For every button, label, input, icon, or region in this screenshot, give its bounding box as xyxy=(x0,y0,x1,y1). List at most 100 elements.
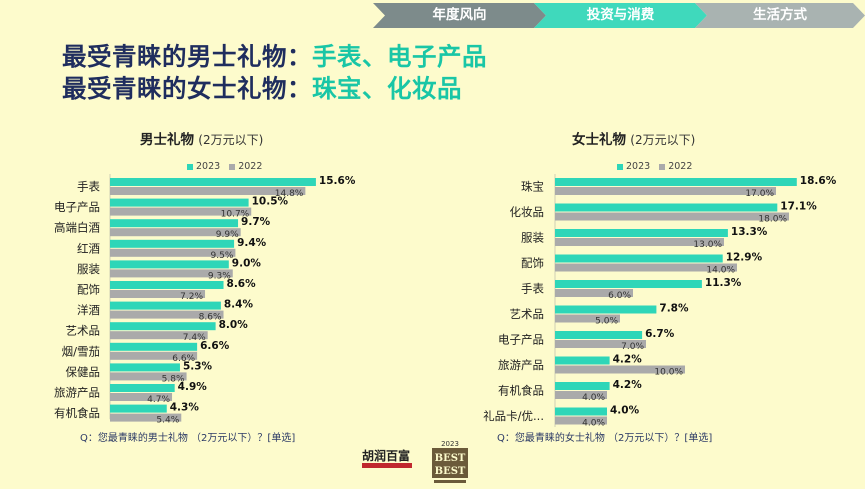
men-bar-2022 xyxy=(110,413,182,422)
men-bar-2022 xyxy=(110,393,173,401)
hurun-logo-text: 胡润百富 xyxy=(362,448,410,463)
men-value-label-2022: 10.7% xyxy=(221,210,250,220)
men-category-label: 手表 xyxy=(77,180,100,194)
men-value-label-2022: 9.9% xyxy=(216,230,239,240)
women-value-label-2023: 4.0% xyxy=(610,405,640,417)
men-value-label-2022: 8.6% xyxy=(199,313,222,323)
women-bar-2023 xyxy=(555,356,610,365)
men-bar-2022 xyxy=(110,310,224,319)
men-bar-2022 xyxy=(110,269,233,278)
women-value-label-2023: 17.1% xyxy=(780,201,817,213)
tab-lifestyle[interactable]: 生活方式 xyxy=(695,3,865,28)
women-bar-2022 xyxy=(555,289,633,297)
men-bar-2023 xyxy=(110,384,175,392)
women-category-label: 礼品卡/优... xyxy=(483,409,544,423)
tab-investment-consumption[interactable]: 投资与消费 xyxy=(534,3,707,28)
men-value-label-2023: 8.4% xyxy=(224,299,254,311)
men-chart-title: 男士礼物 (2万元以下) xyxy=(140,128,263,148)
women-bar-2023 xyxy=(555,254,723,263)
women-value-label-2022: 17.0% xyxy=(745,189,774,199)
headline-men: 最受青睐的男士礼物：手表、电子产品 xyxy=(62,38,487,73)
women-category-label: 配饰 xyxy=(521,256,544,270)
men-value-label-2022: 7.4% xyxy=(183,333,206,343)
men-value-label-2023: 4.9% xyxy=(178,381,208,393)
men-category-label: 洋酒 xyxy=(77,303,100,317)
women-chart-title-text: 女士礼物 xyxy=(572,132,626,148)
women-category-label: 有机食品 xyxy=(498,384,544,398)
men-bar-2023 xyxy=(110,342,198,351)
legend-swatch-2022 xyxy=(659,163,666,170)
women-value-label-2022: 6.0% xyxy=(608,291,631,301)
women-value-label-2022: 5.0% xyxy=(595,317,618,327)
women-category-label: 艺术品 xyxy=(510,307,545,321)
men-category-label: 保健品 xyxy=(66,365,101,379)
men-bar-2022 xyxy=(110,331,208,340)
women-category-label: 服装 xyxy=(521,231,544,245)
men-bar-2023 xyxy=(110,322,216,331)
women-value-label-2023: 18.6% xyxy=(800,175,837,187)
men-chart-legend: 2023 2022 xyxy=(187,161,268,172)
women-bar-2022 xyxy=(555,263,737,272)
women-bar-2022 xyxy=(555,391,607,399)
men-value-label-2022: 5.4% xyxy=(156,416,179,426)
men-bar-2022 xyxy=(110,290,206,298)
men-bar-2023 xyxy=(110,404,167,413)
women-value-label-2022: 4.0% xyxy=(582,419,605,429)
men-value-label-2022: 6.6% xyxy=(172,354,195,364)
women-chart-subtitle: (2万元以下) xyxy=(630,133,696,147)
men-value-label-2023: 9.7% xyxy=(241,216,271,228)
women-category-label: 手表 xyxy=(521,282,544,296)
women-bar-2022 xyxy=(555,314,620,323)
men-value-label-2023: 6.6% xyxy=(200,340,230,352)
men-category-label: 服装 xyxy=(77,262,100,276)
men-bar-2023 xyxy=(110,198,249,207)
men-chart-subtitle: (2万元以下) xyxy=(198,133,264,147)
women-bar-2023 xyxy=(555,305,657,314)
men-bar-2023 xyxy=(110,178,316,186)
men-value-label-2023: 15.6% xyxy=(319,175,356,187)
men-category-label: 烟/雪茄 xyxy=(62,344,100,358)
legend-label-2022: 2022 xyxy=(238,161,263,172)
women-category-label: 旅游产品 xyxy=(498,358,544,372)
men-value-label-2022: 7.2% xyxy=(180,292,203,302)
women-bar-2023 xyxy=(555,229,728,237)
women-bar-2023 xyxy=(555,280,702,288)
women-bar-2023 xyxy=(555,178,797,186)
men-value-label-2022: 4.7% xyxy=(147,395,170,405)
women-value-label-2023: 6.7% xyxy=(645,328,675,340)
women-chart-title: 女士礼物 (2万元以下) xyxy=(572,128,695,148)
men-bar-2022 xyxy=(110,207,252,216)
women-value-label-2023: 11.3% xyxy=(705,277,742,289)
men-bar-2023 xyxy=(110,281,224,289)
men-value-label-2022: 14.8% xyxy=(275,189,304,199)
men-value-label-2023: 9.0% xyxy=(232,257,262,269)
men-value-label-2022: 5.8% xyxy=(162,374,185,384)
women-bar-2022 xyxy=(555,365,685,374)
men-bar-2023 xyxy=(110,363,180,372)
women-value-label-2022: 7.0% xyxy=(621,342,644,352)
men-question-note: Q：您最青睐的男士礼物 （2万元以下）？[单选] xyxy=(80,433,296,444)
headline-men-prefix: 最受青睐的男士礼物： xyxy=(62,42,312,71)
men-bar-2023 xyxy=(110,260,229,269)
tab-annual-trends[interactable]: 年度风向 xyxy=(373,3,546,28)
headline-women: 最受青睐的女士礼物：珠宝、化妆品 xyxy=(62,70,462,105)
women-category-label: 化妆品 xyxy=(510,205,545,219)
women-bar-2023 xyxy=(555,407,607,416)
men-category-label: 电子产品 xyxy=(54,200,100,214)
men-category-label: 高端白酒 xyxy=(54,221,100,235)
headline-women-prefix: 最受青睐的女士礼物： xyxy=(62,74,312,103)
women-bar-2022 xyxy=(555,238,724,246)
svg-text:BEST: BEST xyxy=(435,466,466,477)
legend-swatch-2023 xyxy=(617,163,623,170)
men-bar-2022 xyxy=(110,351,198,360)
women-value-label-2023: 7.8% xyxy=(659,303,689,315)
men-value-label-2023: 5.3% xyxy=(183,360,213,372)
legend-label-2022: 2022 xyxy=(668,161,693,172)
women-bar-2023 xyxy=(555,382,610,390)
women-bar-2022 xyxy=(555,340,646,348)
women-chart-legend: 2023 2022 xyxy=(617,161,698,172)
women-value-label-2023: 12.9% xyxy=(726,252,763,264)
women-bar-2023 xyxy=(555,203,778,212)
men-value-label-2023: 9.4% xyxy=(237,237,267,249)
